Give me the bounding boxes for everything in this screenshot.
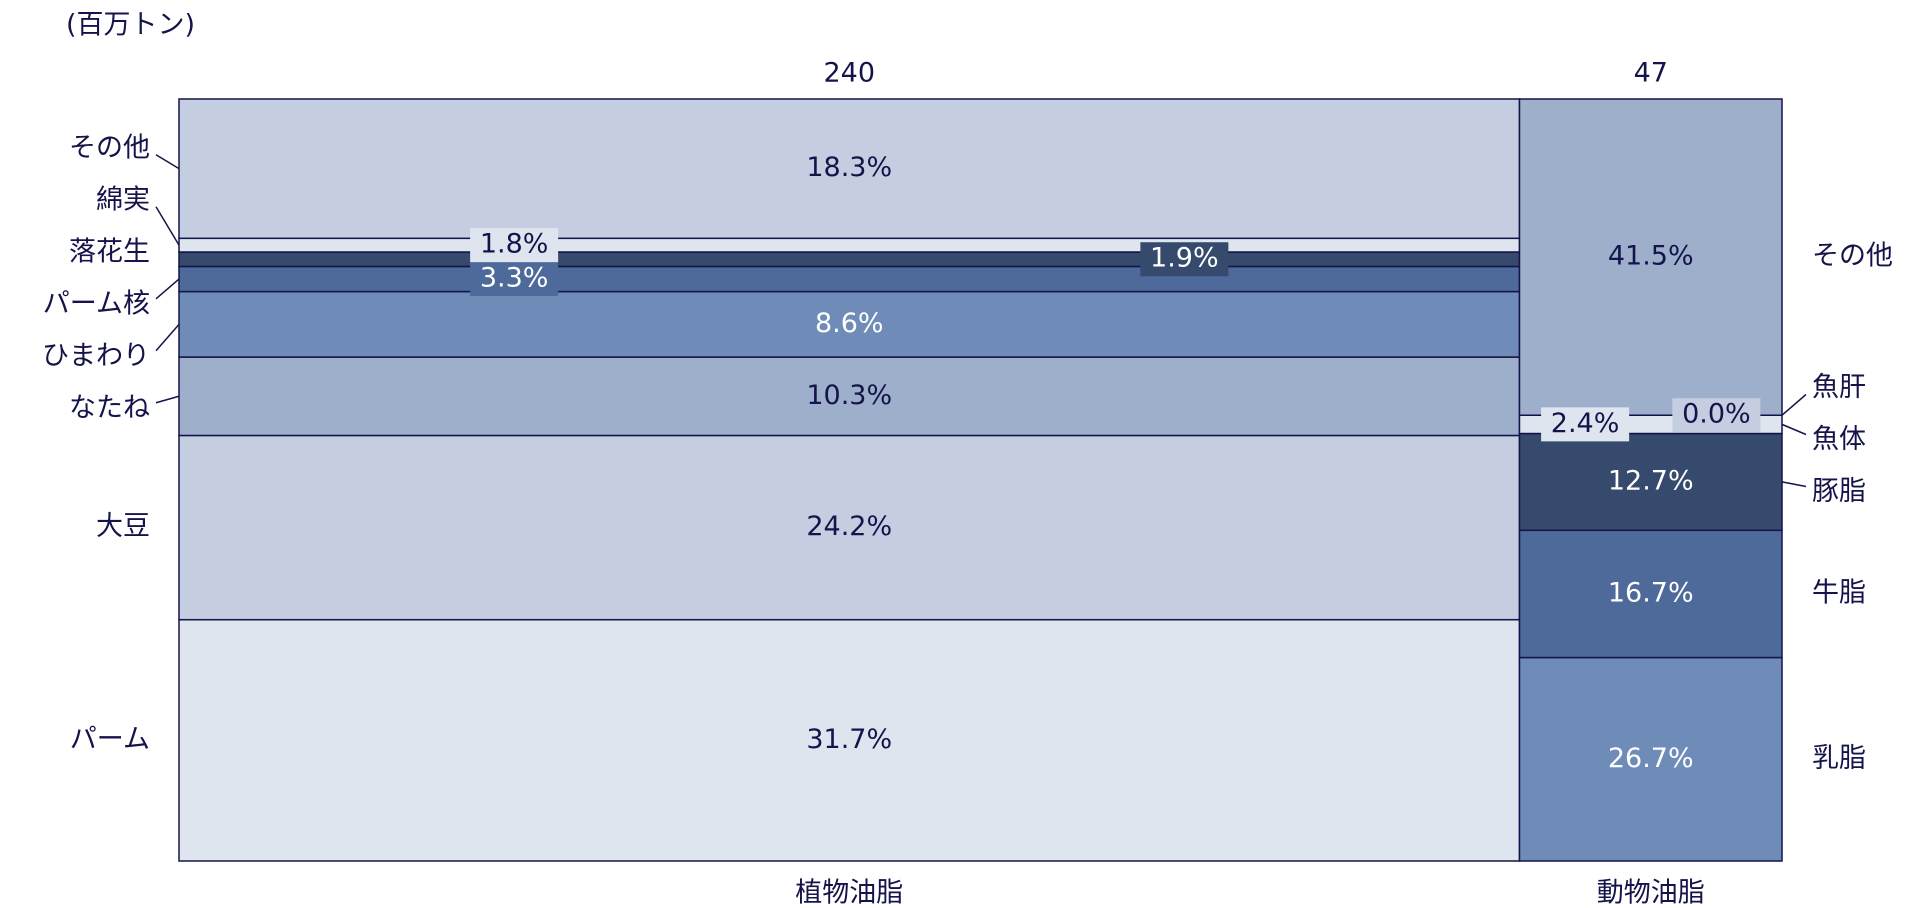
value-label: 1.8% bbox=[480, 229, 549, 260]
leader-line bbox=[155, 395, 180, 404]
segment bbox=[178, 434, 1521, 621]
value-label: 26.7% bbox=[1608, 743, 1694, 774]
value-label: 18.3% bbox=[806, 152, 892, 183]
value-label: 41.5% bbox=[1608, 241, 1694, 272]
value-label-bg bbox=[1140, 242, 1229, 277]
value-label: 31.7% bbox=[806, 724, 892, 755]
value-label: 0.0% bbox=[1682, 399, 1751, 430]
leader-line bbox=[155, 154, 180, 170]
segment-label: 大豆 bbox=[96, 511, 150, 542]
segment-label: なたね bbox=[69, 392, 150, 423]
leader-line bbox=[155, 323, 180, 352]
x-tick-label: 動物油脂 bbox=[1597, 878, 1705, 908]
value-label-bg bbox=[470, 228, 559, 263]
value-label-bg bbox=[470, 262, 559, 297]
value-label: 10.3% bbox=[806, 380, 892, 411]
column-total: 240 bbox=[823, 58, 875, 89]
leader-line bbox=[155, 206, 180, 246]
value-label: 3.3% bbox=[480, 263, 549, 294]
value-label: 1.9% bbox=[1150, 243, 1219, 274]
segment-label: 魚肝 bbox=[1812, 372, 1866, 403]
leader-line bbox=[155, 278, 180, 300]
value-label: 24.2% bbox=[806, 511, 892, 542]
value-label: 8.6% bbox=[815, 308, 884, 339]
leader-line bbox=[1781, 393, 1807, 416]
unit-label: (百万トン) bbox=[66, 10, 195, 41]
segment bbox=[178, 265, 1521, 293]
segment-label: パーム核 bbox=[43, 288, 150, 319]
segment-label: ひまわり bbox=[42, 340, 150, 371]
segment-label: 牛脂 bbox=[1812, 577, 1866, 608]
value-label: 2.4% bbox=[1551, 408, 1620, 439]
segment bbox=[178, 98, 1521, 240]
leader-line bbox=[1781, 423, 1807, 436]
segment-label: 綿実 bbox=[96, 184, 150, 215]
segment bbox=[1518, 656, 1783, 862]
value-label-bg bbox=[1541, 407, 1630, 442]
segment-label: その他 bbox=[1812, 241, 1893, 272]
segment-label: 乳脂 bbox=[1812, 743, 1866, 774]
value-label: 16.7% bbox=[1608, 577, 1694, 608]
value-label: 12.7% bbox=[1608, 465, 1694, 496]
column-total: 47 bbox=[1634, 58, 1668, 89]
segment-label: その他 bbox=[69, 132, 150, 163]
segment-label: 落花生 bbox=[69, 236, 150, 267]
segment bbox=[178, 251, 1521, 268]
segment bbox=[178, 618, 1521, 862]
segment bbox=[178, 237, 1521, 253]
segment bbox=[1518, 98, 1783, 416]
leader-line bbox=[1781, 481, 1807, 488]
segment-label: パーム bbox=[70, 724, 150, 755]
x-tick-label: 植物油脂 bbox=[795, 878, 903, 908]
segment bbox=[178, 290, 1521, 358]
segment bbox=[1518, 432, 1783, 532]
value-label-bg bbox=[1672, 398, 1761, 433]
segment-label: 豚脂 bbox=[1812, 476, 1866, 507]
segment-label: 魚体 bbox=[1812, 424, 1866, 455]
